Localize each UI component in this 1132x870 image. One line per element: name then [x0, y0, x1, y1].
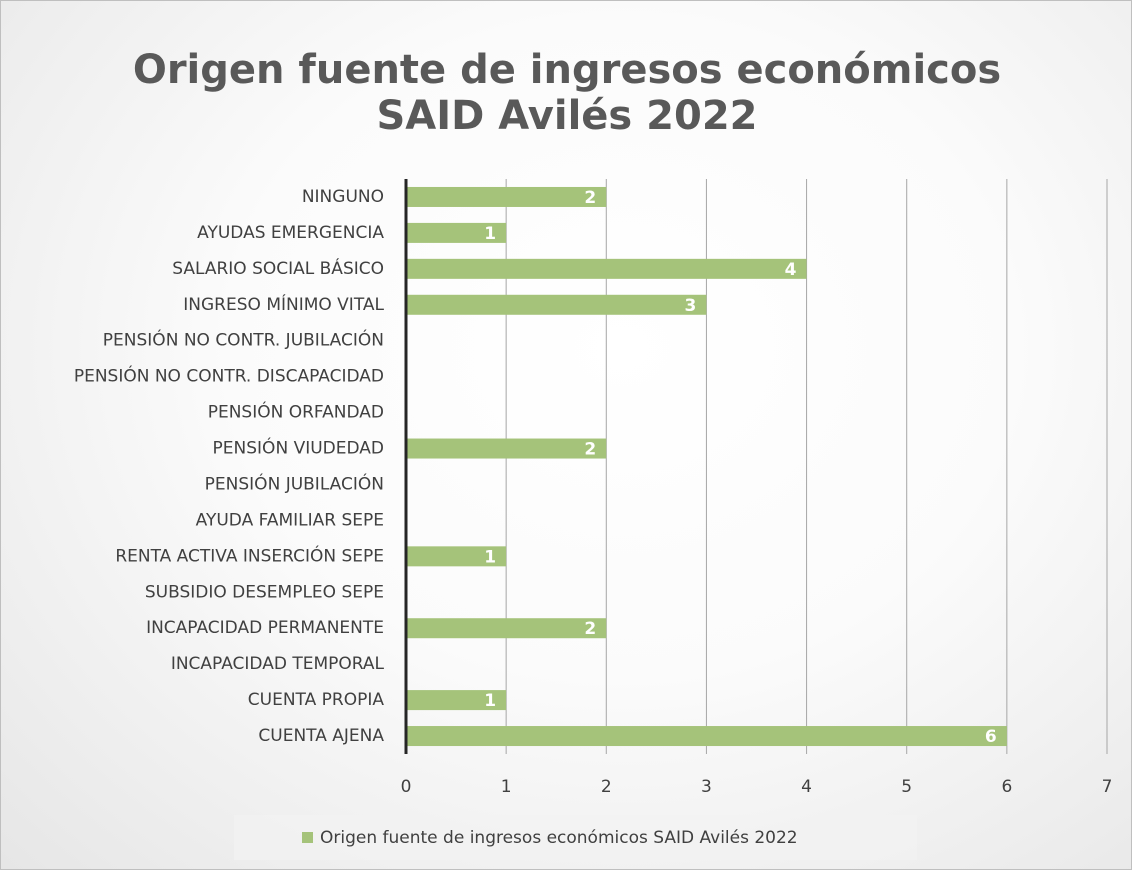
x-tick-label: 4: [801, 777, 812, 797]
y-tick-label: PENSIÓN ORFANDAD: [208, 401, 384, 423]
y-tick-label: AYUDAS EMERGENCIA: [197, 223, 384, 243]
x-tick-label: 2: [601, 777, 612, 797]
x-tick-label: 5: [901, 777, 912, 797]
legend-box: [234, 815, 917, 860]
data-label: 2: [584, 188, 596, 208]
bar: [406, 186, 607, 207]
y-tick-label: PENSIÓN JUBILACIÓN: [205, 472, 384, 494]
data-label: 6: [985, 727, 997, 747]
data-label: 1: [484, 691, 496, 711]
data-label: 2: [584, 619, 596, 639]
bar: [406, 438, 607, 459]
y-tick-label: AYUDA FAMILIAR SEPE: [196, 510, 384, 530]
y-tick-label: CUENTA PROPIA: [248, 690, 385, 710]
y-tick-label: RENTA ACTIVA INSERCIÓN SEPE: [115, 544, 384, 566]
legend-swatch: [302, 832, 313, 843]
y-tick-label: INCAPACIDAD TEMPORAL: [171, 654, 385, 674]
chart-title: Origen fuente de ingresos económicos SAI…: [132, 47, 1002, 139]
data-label: 2: [584, 440, 596, 460]
y-tick-label: NINGUNO: [302, 187, 384, 207]
data-label: 1: [484, 224, 496, 244]
bar: [406, 294, 707, 315]
bar: [406, 726, 1007, 747]
legend-label: Origen fuente de ingresos económicos SAI…: [320, 828, 798, 848]
y-tick-label: INCAPACIDAD PERMANENTE: [146, 618, 384, 638]
y-tick-label: SALARIO SOCIAL BÁSICO: [172, 257, 384, 279]
data-label: 3: [685, 296, 697, 316]
x-tick-label: 6: [1001, 777, 1012, 797]
y-tick-label: CUENTA AJENA: [258, 726, 384, 746]
y-tick-label: PENSIÓN NO CONTR. DISCAPACIDAD: [74, 365, 384, 387]
bar: [406, 546, 507, 567]
y-tick-label: INGRESO MÍNIMO VITAL: [183, 293, 384, 315]
y-tick-label: SUBSIDIO DESEMPLEO SEPE: [145, 582, 384, 602]
bar: [406, 258, 807, 279]
x-tick-label: 3: [701, 777, 712, 797]
x-tick-label: 7: [1102, 777, 1113, 797]
bar: [406, 222, 507, 243]
x-tick-label: 0: [401, 777, 412, 797]
x-tick-label: 1: [501, 777, 512, 797]
bar: [406, 690, 507, 711]
y-tick-label: PENSIÓN VIUDEDAD: [213, 437, 384, 459]
data-label: 1: [484, 547, 496, 567]
data-label: 4: [785, 260, 797, 280]
y-tick-label: PENSIÓN NO CONTR. JUBILACIÓN: [103, 329, 384, 351]
bar: [406, 618, 607, 639]
